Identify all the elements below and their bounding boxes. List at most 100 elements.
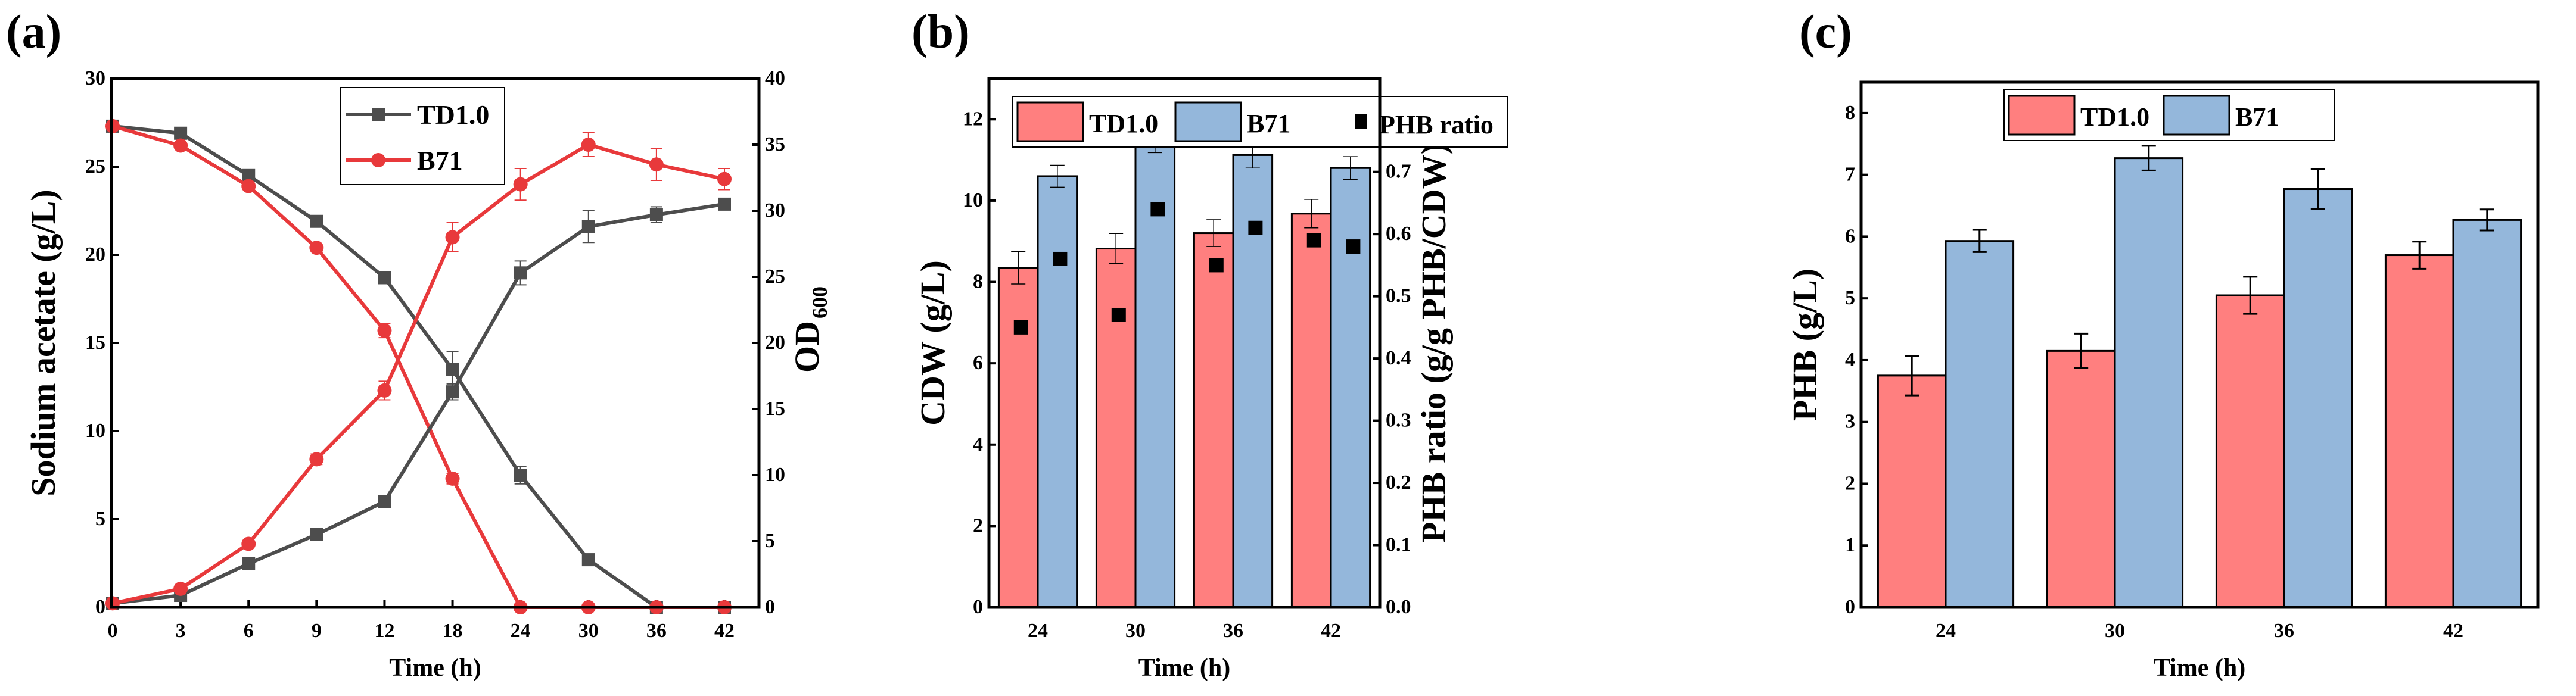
y-tick-label: 0 bbox=[95, 596, 105, 618]
x-tick-label: 42 bbox=[1321, 620, 1341, 642]
data-point bbox=[378, 271, 391, 285]
bar-b71 bbox=[2283, 188, 2353, 608]
legend-label: B71 bbox=[2235, 102, 2279, 132]
bar-b71 bbox=[1945, 240, 2015, 608]
bar-td1.0 bbox=[997, 267, 1039, 608]
y-right-tick-label: 0.2 bbox=[1386, 472, 1411, 494]
legend-swatch bbox=[2008, 95, 2076, 136]
data-point bbox=[241, 179, 256, 193]
legend-label: TD1.0 bbox=[2080, 102, 2149, 132]
x-tick-label: 36 bbox=[1223, 620, 1243, 642]
y-tick-label: 30 bbox=[85, 67, 105, 89]
plot-frame bbox=[987, 77, 1382, 609]
y-right-tick-label: 0.6 bbox=[1386, 223, 1411, 245]
y-tick-label: 2 bbox=[973, 514, 983, 536]
legend: TD1.0 B71 bbox=[2003, 89, 2335, 141]
x-tick-label: 3 bbox=[176, 620, 186, 642]
data-point bbox=[310, 214, 323, 228]
y-right-tick-label: 0.4 bbox=[1386, 347, 1411, 369]
data-point bbox=[581, 553, 595, 567]
data-point bbox=[173, 138, 188, 153]
bar-td1.0 bbox=[2215, 294, 2285, 608]
bar-b71 bbox=[1037, 175, 1078, 608]
x-tick-label: 9 bbox=[312, 620, 322, 642]
legend-label: B71 bbox=[1247, 109, 1290, 138]
y-right-tick-label: 0.0 bbox=[1386, 596, 1411, 618]
legend-label: PHB ratio bbox=[1379, 110, 1494, 139]
x-axis-title: Time (h) bbox=[389, 654, 481, 682]
y-tick-label: 10 bbox=[963, 189, 983, 211]
data-point bbox=[513, 177, 528, 192]
y-right-axis-title: PHB ratio (g/g PHB/CDW) bbox=[1414, 143, 1453, 543]
phb-ratio-point bbox=[1346, 239, 1361, 254]
phb-ratio-point bbox=[1013, 320, 1028, 335]
data-point bbox=[446, 385, 459, 399]
legend-box bbox=[340, 87, 505, 185]
x-tick-label: 24 bbox=[1028, 620, 1048, 642]
data-point bbox=[446, 363, 459, 376]
plot-frame bbox=[110, 77, 761, 609]
data-point bbox=[649, 208, 663, 221]
legend-swatch bbox=[1174, 101, 1242, 142]
x-tick-label: 42 bbox=[714, 620, 735, 642]
y-tick-label: 20 bbox=[85, 244, 105, 266]
data-point bbox=[174, 126, 188, 140]
bar-td1.0 bbox=[2384, 254, 2454, 608]
bar-td1.0 bbox=[1877, 374, 1947, 608]
y-tick-label: 25 bbox=[85, 155, 105, 177]
data-point bbox=[378, 495, 391, 508]
x-tick-label: 30 bbox=[578, 620, 599, 642]
y-right-tick-label: 25 bbox=[765, 266, 785, 288]
legend-label: TD1.0 bbox=[417, 99, 489, 130]
y-tick-label: 6 bbox=[973, 352, 983, 374]
y-right-tick-label: 40 bbox=[765, 67, 785, 89]
y-tick-label: 5 bbox=[1845, 287, 1855, 309]
data-point bbox=[717, 171, 732, 186]
bar-td1.0 bbox=[1193, 232, 1234, 608]
y-tick-label: 3 bbox=[1845, 411, 1855, 433]
phb-ratio-point bbox=[1111, 307, 1126, 322]
bar-td1.0 bbox=[2046, 349, 2116, 608]
y-tick-label: 4 bbox=[973, 433, 983, 455]
phb-ratio-point bbox=[1248, 220, 1263, 235]
x-tick-label: 36 bbox=[2274, 620, 2294, 642]
x-tick-label: 0 bbox=[108, 620, 118, 642]
phb-ratio-point bbox=[1053, 251, 1068, 266]
legend-swatch bbox=[1016, 101, 1084, 142]
y-tick-label: 4 bbox=[1845, 349, 1855, 371]
y-right-tick-label: 5 bbox=[765, 530, 775, 552]
phb-ratio-point bbox=[1209, 258, 1224, 273]
legend-marker bbox=[1355, 114, 1367, 129]
y-right-tick-label: 0 bbox=[765, 596, 775, 618]
y-right-tick-label: 30 bbox=[765, 199, 785, 221]
phb-ratio-point bbox=[1150, 202, 1165, 217]
data-point bbox=[581, 138, 596, 152]
y-right-tick-label: 10 bbox=[765, 464, 785, 486]
x-tick-label: 24 bbox=[1936, 620, 1956, 642]
panel-label: (b) bbox=[911, 6, 970, 58]
y-right-tick-label: 0.3 bbox=[1386, 410, 1411, 432]
x-tick-label: 6 bbox=[244, 620, 254, 642]
data-point bbox=[309, 452, 324, 467]
x-tick-label: 42 bbox=[2443, 620, 2463, 642]
y-tick-label: 0 bbox=[973, 596, 983, 618]
legend-swatch bbox=[2163, 95, 2230, 136]
legend-label: B71 bbox=[417, 145, 463, 176]
data-point bbox=[310, 528, 323, 541]
phb-ratio-point bbox=[1306, 233, 1321, 248]
bar-b71 bbox=[2114, 157, 2184, 608]
y-tick-label: 15 bbox=[85, 332, 105, 354]
data-point bbox=[377, 383, 392, 398]
data-point bbox=[514, 469, 527, 482]
x-tick-label: 24 bbox=[511, 620, 531, 642]
data-point bbox=[242, 168, 256, 182]
y-tick-label: 0 bbox=[1845, 596, 1855, 618]
y-tick-label: 7 bbox=[1845, 164, 1855, 186]
data-point bbox=[445, 471, 460, 486]
data-point bbox=[514, 266, 527, 280]
data-point bbox=[649, 157, 664, 172]
x-tick-label: 30 bbox=[2105, 620, 2125, 642]
